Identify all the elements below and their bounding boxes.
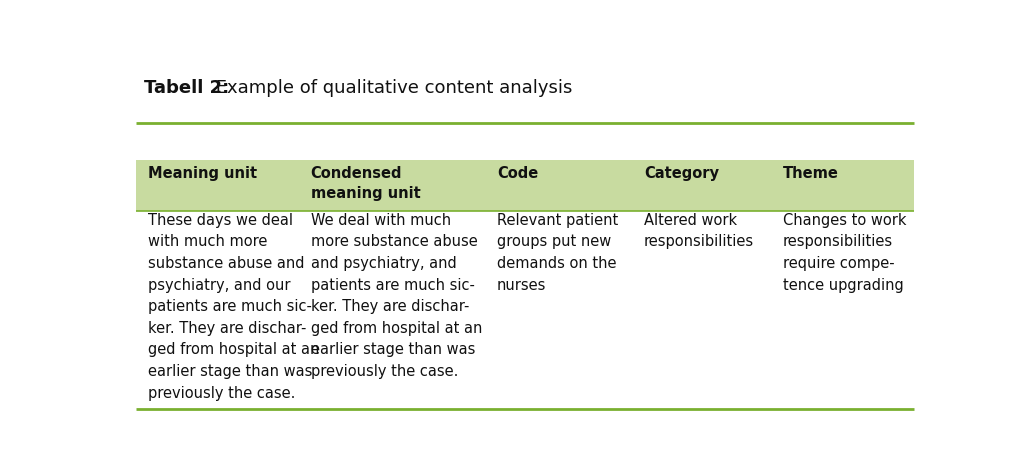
- Text: Tabell 2:: Tabell 2:: [143, 79, 229, 97]
- Text: Changes to work
responsibilities
require compe-
tence upgrading: Changes to work responsibilities require…: [782, 213, 906, 293]
- Text: Example of qualitative content analysis: Example of qualitative content analysis: [210, 79, 572, 97]
- Text: Condensed
meaning unit: Condensed meaning unit: [310, 166, 420, 201]
- FancyBboxPatch shape: [136, 160, 913, 211]
- Text: Meaning unit: Meaning unit: [147, 166, 257, 181]
- Text: Relevant patient
groups put new
demands on the
nurses: Relevant patient groups put new demands …: [497, 213, 618, 293]
- Text: These days we deal
with much more
substance abuse and
psychiatry, and our
patien: These days we deal with much more substa…: [147, 213, 319, 401]
- Text: We deal with much
more substance abuse
and psychiatry, and
patients are much sic: We deal with much more substance abuse a…: [310, 213, 482, 379]
- Text: Altered work
responsibilities: Altered work responsibilities: [644, 213, 754, 249]
- Text: Category: Category: [644, 166, 719, 181]
- Text: Theme: Theme: [782, 166, 839, 181]
- Text: Code: Code: [497, 166, 539, 181]
